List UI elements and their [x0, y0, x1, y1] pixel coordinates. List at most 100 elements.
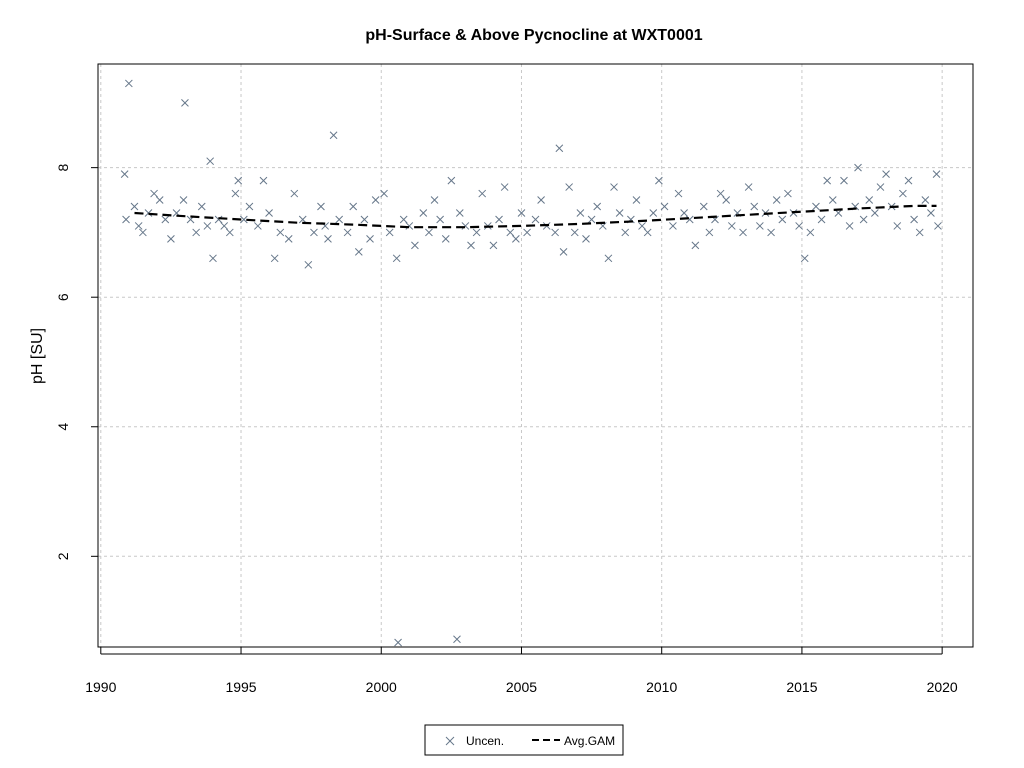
x-tick-label: 2015	[786, 679, 817, 695]
data-point	[828, 196, 837, 204]
data-point	[349, 202, 358, 211]
data-point	[840, 176, 848, 185]
data-point	[259, 176, 268, 185]
data-point	[904, 176, 913, 185]
data-point	[179, 196, 188, 204]
data-point	[197, 202, 206, 211]
data-point	[371, 196, 380, 204]
x-tick-label: 2010	[646, 679, 677, 695]
data-point	[447, 176, 456, 185]
legend-label-gam: Avg.GAM	[564, 734, 615, 748]
data-point	[472, 228, 481, 237]
data-point	[587, 215, 596, 224]
data-point	[120, 170, 129, 178]
x-tick-label: 1995	[225, 679, 256, 695]
data-point	[927, 209, 935, 217]
data-point	[265, 209, 273, 217]
y-tick-label: 2	[55, 552, 71, 560]
data-point	[876, 183, 885, 191]
data-point	[716, 189, 725, 198]
data-point	[209, 254, 217, 263]
data-point	[478, 189, 487, 198]
data-point	[593, 202, 602, 211]
data-point	[192, 228, 201, 237]
data-point	[537, 196, 545, 204]
data-point	[778, 215, 787, 224]
data-point	[455, 209, 464, 217]
data-point	[921, 196, 930, 204]
data-point	[506, 228, 515, 237]
data-point	[555, 144, 564, 153]
data-point	[699, 202, 708, 211]
legend-marker-x-icon	[445, 736, 455, 746]
data-point	[150, 189, 158, 198]
data-point	[214, 215, 223, 224]
data-point	[354, 248, 363, 256]
data-point	[859, 215, 868, 224]
data-point	[310, 228, 318, 237]
data-point	[705, 228, 714, 237]
data-point	[800, 254, 809, 263]
x-tick-label: 1990	[85, 679, 116, 695]
data-point	[934, 222, 942, 230]
data-point	[722, 196, 731, 204]
gam-trend-line	[134, 204, 937, 229]
data-point	[582, 235, 590, 243]
data-point	[870, 209, 879, 217]
data-point	[399, 215, 408, 224]
data-point	[517, 209, 526, 217]
data-point	[500, 183, 509, 191]
data-point	[239, 215, 248, 224]
data-point	[523, 228, 531, 237]
data-point	[621, 228, 630, 237]
data-point	[366, 235, 374, 243]
data-point	[893, 222, 902, 230]
data-point	[576, 209, 585, 217]
data-point	[615, 209, 624, 217]
data-point	[551, 228, 559, 237]
data-point	[756, 222, 764, 230]
data-point	[772, 196, 781, 204]
data-point	[234, 176, 243, 185]
x-tick-label: 2005	[506, 679, 537, 695]
data-point	[854, 163, 862, 172]
y-tick-label: 6	[55, 293, 71, 301]
data-point	[643, 228, 652, 237]
data-point	[795, 222, 803, 230]
data-point	[604, 254, 613, 263]
data-point	[638, 222, 646, 230]
data-point	[570, 228, 579, 237]
data-point	[430, 196, 439, 204]
data-point	[220, 222, 229, 230]
data-point	[419, 209, 428, 217]
data-point	[512, 235, 520, 243]
y-tick-label: 4	[55, 423, 71, 431]
data-point	[674, 189, 683, 198]
x-tick-label: 2000	[366, 679, 397, 695]
data-point	[181, 99, 189, 107]
data-point	[122, 215, 130, 224]
data-point	[290, 189, 299, 198]
data-point	[559, 248, 568, 256]
data-point	[324, 235, 332, 243]
data-point	[394, 638, 402, 647]
x-tick-label: 2020	[927, 679, 958, 695]
data-point	[865, 196, 874, 204]
data-point	[727, 222, 736, 230]
data-point	[411, 241, 419, 250]
data-point	[739, 228, 747, 237]
data-point	[817, 215, 826, 224]
data-point	[565, 183, 574, 191]
data-point	[254, 222, 262, 230]
data-point	[495, 215, 503, 224]
data-point	[380, 189, 388, 198]
gam-layer	[134, 204, 937, 229]
points-layer	[120, 79, 942, 647]
data-point	[161, 215, 170, 224]
data-point	[655, 176, 663, 185]
data-point	[685, 215, 694, 224]
data-point	[425, 228, 433, 237]
data-point	[304, 260, 313, 269]
data-point	[660, 202, 669, 211]
data-point	[823, 176, 832, 185]
